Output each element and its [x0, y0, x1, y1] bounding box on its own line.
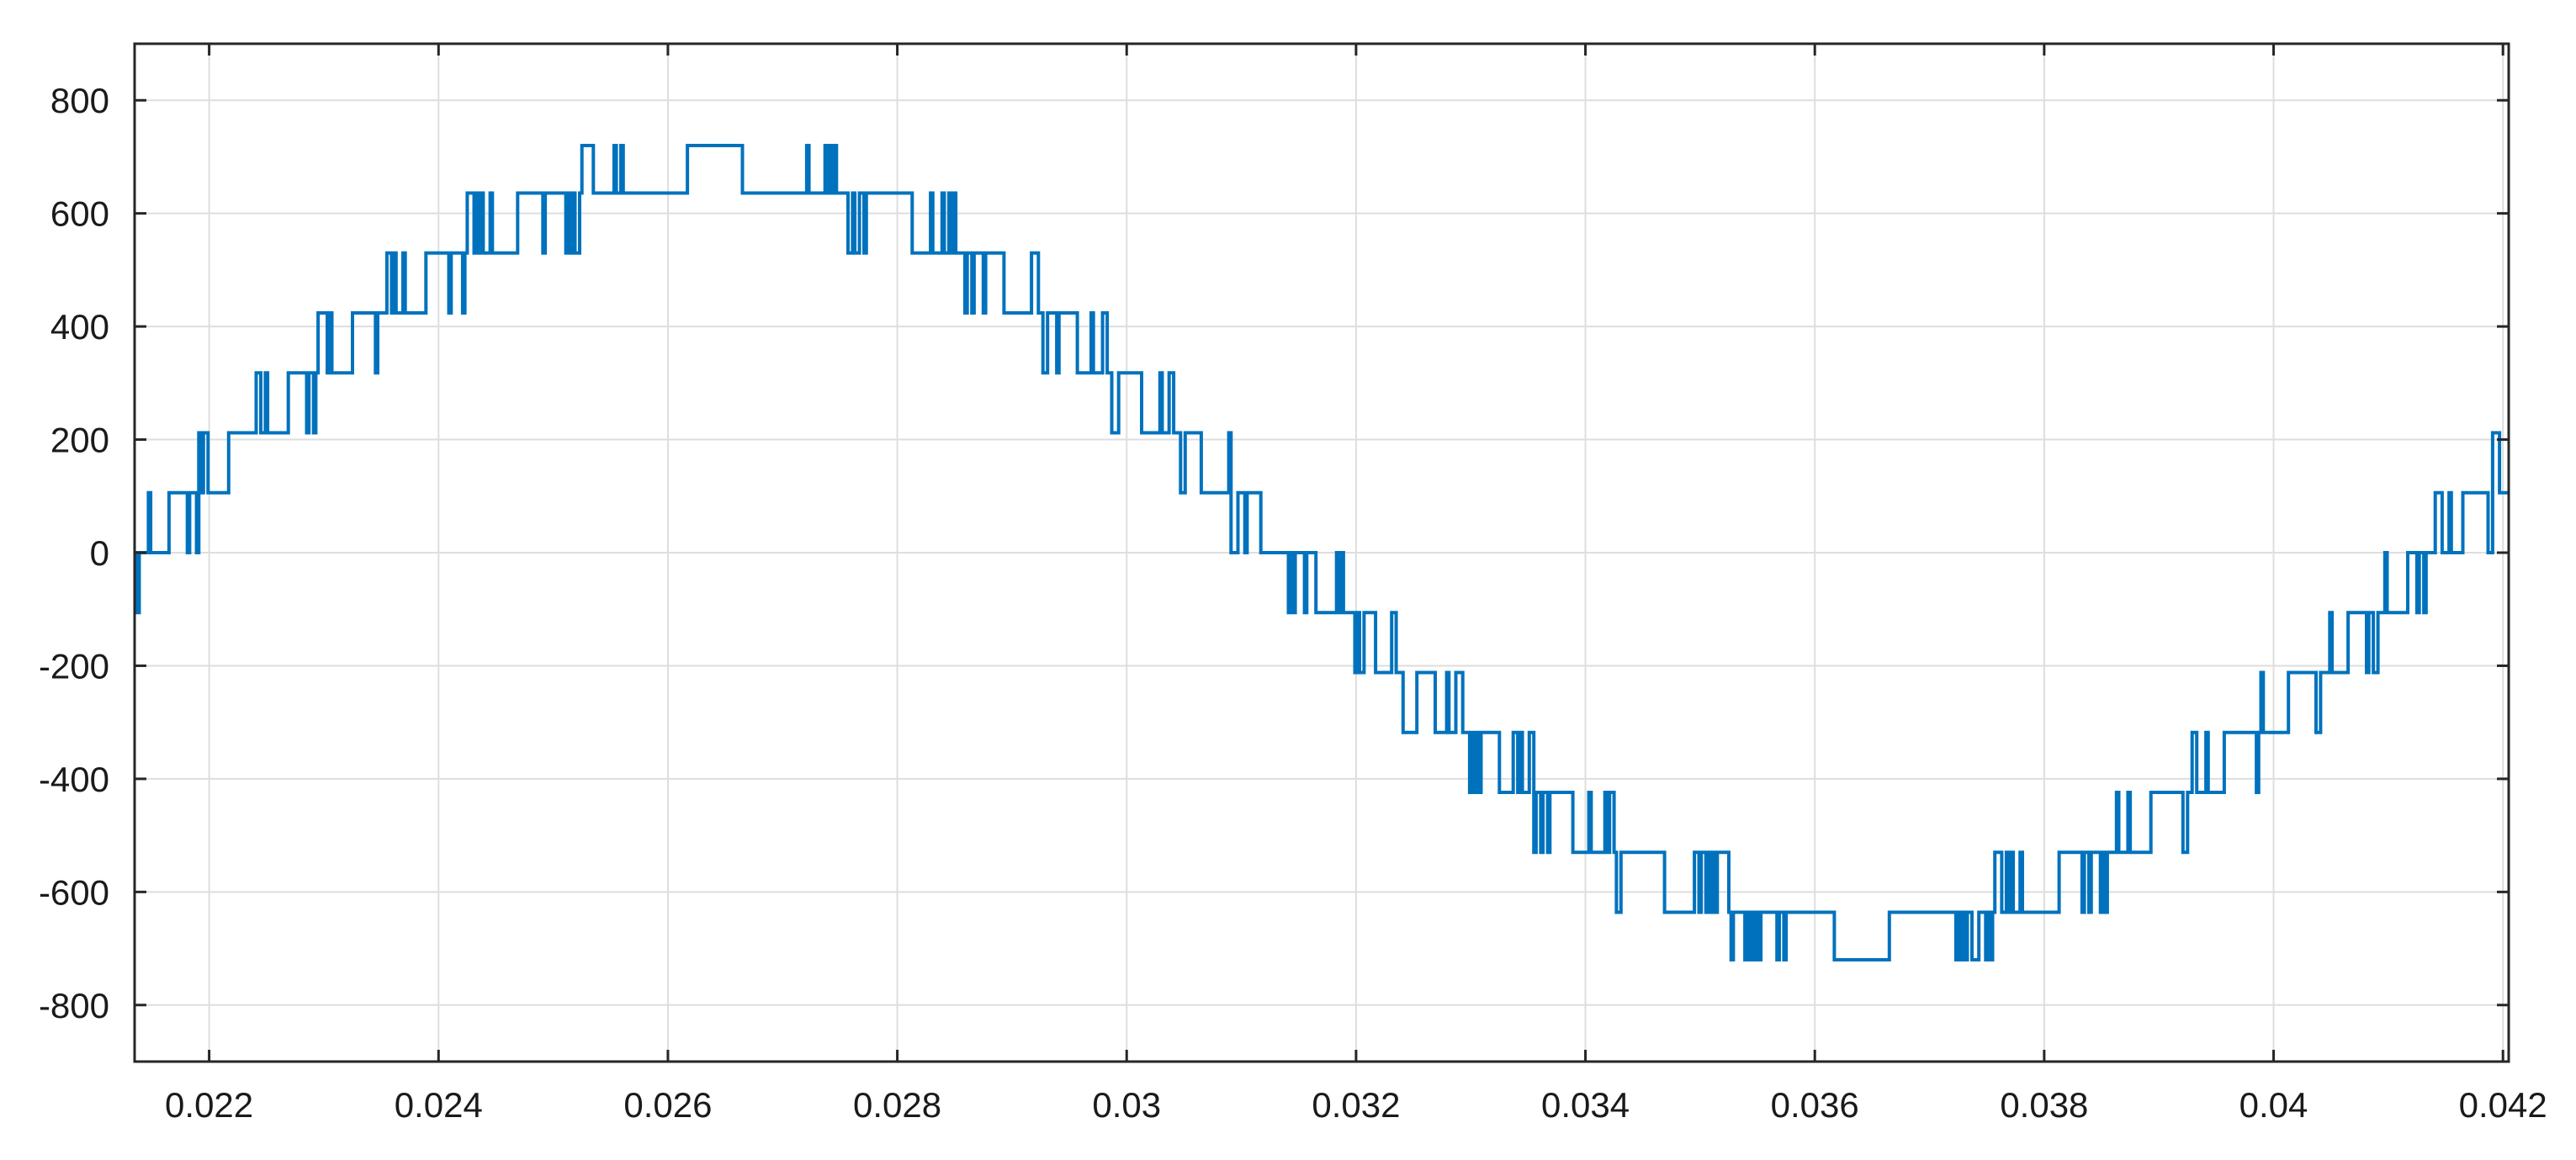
x-tick-label: 0.038: [2000, 1085, 2088, 1125]
x-tick-label: 0.042: [2459, 1085, 2547, 1125]
y-tick-label: 400: [50, 307, 109, 347]
x-tick-label: 0.026: [623, 1085, 712, 1125]
y-tick-labels: 800 600 400 200 0 -200 -400 -600 -800: [39, 81, 109, 1025]
x-tick-label: 0.024: [395, 1085, 483, 1125]
y-tick-label: -400: [39, 760, 109, 799]
y-ticks: [135, 98, 2509, 1007]
x-tick-label: 0.034: [1541, 1085, 1630, 1125]
y-grid: [135, 99, 2509, 1006]
y-tick-label: -800: [39, 986, 109, 1025]
y-tick-label: -200: [39, 646, 109, 686]
x-tick-label: 0.028: [853, 1085, 941, 1125]
x-tick-label: 0.04: [2239, 1085, 2308, 1125]
x-tick-label: 0.032: [1312, 1085, 1400, 1125]
y-tick-label: 200: [50, 421, 109, 460]
x-tick-label: 0.036: [1771, 1085, 1859, 1125]
y-tick-label: 0: [90, 533, 109, 573]
series-layer: [135, 144, 2509, 961]
y-tick-label: -600: [39, 872, 109, 912]
y-tick-label: 600: [50, 194, 109, 234]
y-tick-label: 800: [50, 81, 109, 120]
x-tick-labels: 0.022 0.024 0.026 0.028 0.03 0.032 0.034 0.036 0…: [165, 1085, 2547, 1125]
series-line: [135, 144, 2509, 961]
x-tick-label: 0.03: [1092, 1085, 1161, 1125]
x-ticks: [208, 44, 2504, 1062]
x-tick-label: 0.022: [165, 1085, 253, 1125]
